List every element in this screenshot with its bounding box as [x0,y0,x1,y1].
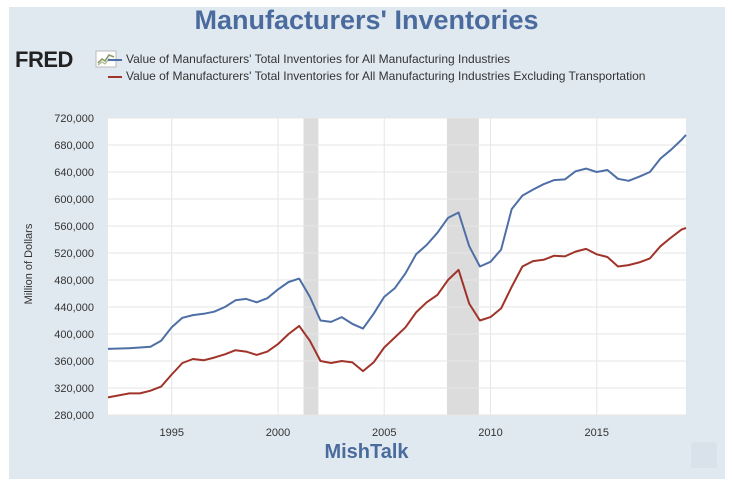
x-tick-label: 2010 [478,427,502,439]
y-tick-label: 280,000 [54,410,94,422]
x-tick-label: 2000 [266,427,290,439]
x-tick-label: 1995 [160,427,184,439]
y-tick-label: 400,000 [54,329,94,341]
y-tick-label: 640,000 [54,167,94,179]
recession-band-1 [446,118,479,415]
corner-button[interactable] [691,442,717,468]
plot-area [108,118,686,415]
y-tick-label: 360,000 [54,356,94,368]
y-tick-label: 560,000 [54,221,94,233]
legend-item-ex-transport: Value of Manufacturers' Total Inventorie… [108,68,646,85]
chart-title: Manufacturers' Inventories [194,5,539,35]
y-tick-label: 600,000 [54,194,94,206]
recession-band-0 [303,118,319,415]
y-tick-label: 320,000 [54,383,94,395]
x-tick-label: 2005 [372,427,396,439]
recession-bands [303,118,479,415]
series-lines [107,134,687,399]
legend-item-total: Value of Manufacturers' Total Inventorie… [108,51,646,68]
series-line-1 [107,227,687,399]
x-axis-ticks: 1995 2000 2005 2010 2015 [160,427,609,439]
y-axis-label: Million of Dollars [23,223,35,305]
y-tick-label: 680,000 [54,140,94,152]
x-tick-label: 2015 [585,427,609,439]
y-axis-ticks: 280,000 320,000 360,000 400,000 440,000 480,0… [54,113,94,422]
y-tick-label: 440,000 [54,302,94,314]
y-tick-label: 520,000 [54,248,94,260]
watermark: MishTalk [324,441,409,463]
legend-label-total: Value of Manufacturers' Total Inventorie… [126,52,511,66]
y-tick-label: 720,000 [54,113,94,125]
legend-swatch-ex-transport [108,76,122,78]
legend-swatch-total [108,59,122,61]
series-line-0 [107,134,687,350]
fred-logo-text: FRED [15,47,73,72]
y-tick-label: 480,000 [54,275,94,287]
legend-label-ex-transport: Value of Manufacturers' Total Inventorie… [126,69,646,83]
grid-lines [108,117,686,416]
